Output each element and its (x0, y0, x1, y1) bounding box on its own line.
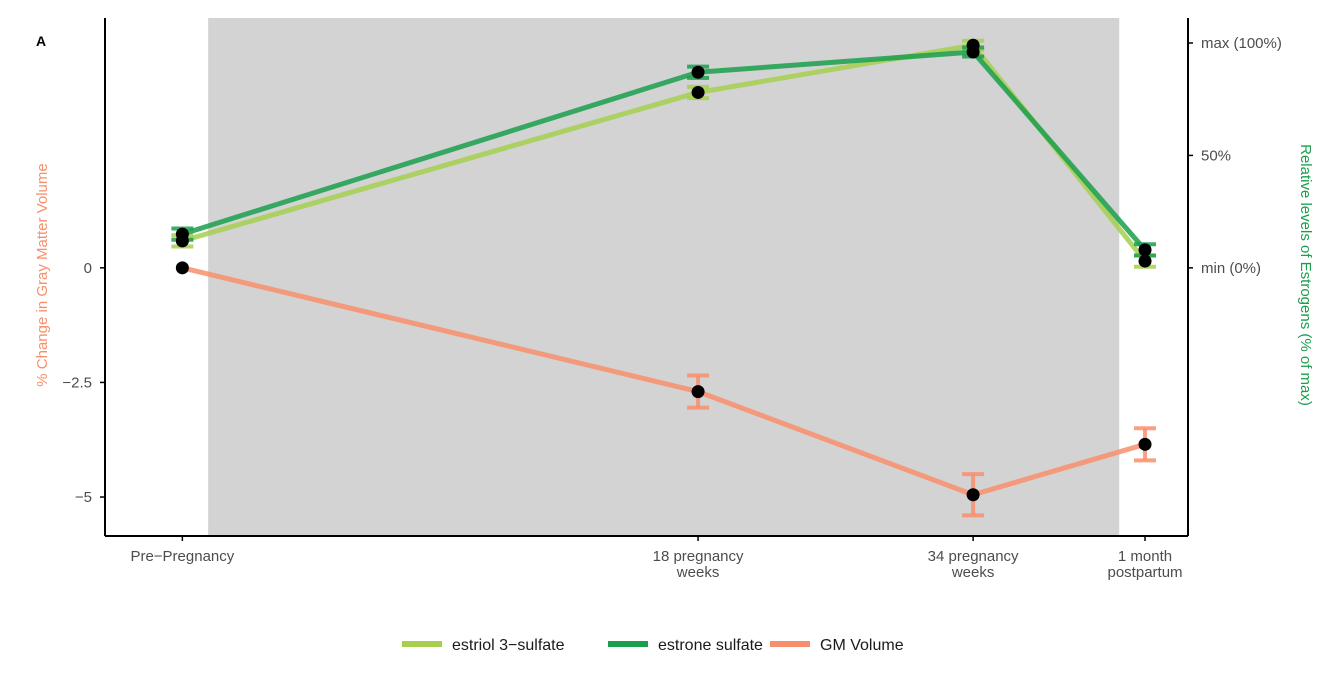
left-tick-label: −2.5 (62, 374, 92, 391)
pregnancy-shade-rect (208, 18, 1120, 536)
data-point-estrone (175, 227, 189, 241)
left-tick-label: 0 (84, 260, 92, 277)
x-tick-label: weeks (951, 564, 995, 581)
legend-label-estrone: estrone sulfate (658, 637, 763, 654)
legend-label-estriol: estriol 3−sulfate (452, 637, 565, 654)
right-axis-title: Relative levels of Estrogens (% of max) (1297, 144, 1314, 406)
x-tick-label: Pre−Pregnancy (130, 548, 234, 565)
x-tick-label: postpartum (1108, 564, 1183, 581)
legend-label-gm: GM Volume (820, 637, 904, 654)
data-point-estriol (1138, 254, 1152, 268)
legend: estriol 3−sulfate estrone sulfate GM Volum… (402, 637, 904, 654)
data-point-estrone (691, 65, 705, 79)
data-point-gm (966, 488, 980, 502)
pregnancy-shaded-region (208, 18, 1120, 536)
data-point-gm (175, 261, 189, 275)
left-axis-title: % Change in Gray Matter Volume (34, 163, 51, 386)
x-tick-label: 34 pregnancy (928, 548, 1019, 565)
series-line-estrone (179, 49, 1148, 253)
right-tick-label: 50% (1201, 147, 1231, 164)
data-point-gm (691, 385, 705, 399)
data-point-estriol (691, 85, 705, 99)
panel-label: A (36, 33, 46, 49)
x-tick-label: 18 pregnancy (653, 548, 744, 565)
data-point-estrone (966, 45, 980, 59)
data-point-gm (1138, 437, 1152, 451)
x-tick-label: weeks (676, 564, 720, 581)
right-tick-label: min (0%) (1201, 260, 1261, 277)
x-tick-label: 1 month (1118, 548, 1172, 565)
chart-marks (171, 38, 1157, 518)
left-tick-label: −5 (75, 489, 92, 506)
data-point-estrone (1138, 243, 1152, 257)
right-tick-label: max (100%) (1201, 35, 1282, 52)
series-line-gm (179, 265, 1148, 498)
chart-axes: 0 −2.5 −5 min (0%) 50% max (100%) Pre−Pregnanc… (62, 18, 1282, 581)
